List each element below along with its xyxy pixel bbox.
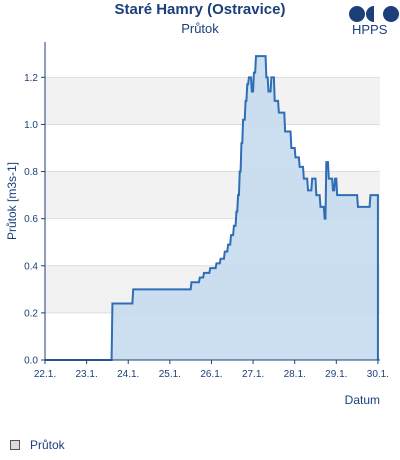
hpps-logo xyxy=(349,6,399,22)
x-tick-label: 23.1. xyxy=(75,369,97,380)
x-tick-label: 26.1. xyxy=(200,369,222,380)
chart-title: Staré Hamry (Ostravice) xyxy=(114,1,286,18)
series-line xyxy=(45,55,379,361)
legend-swatch xyxy=(10,440,20,450)
series-area xyxy=(45,56,378,360)
y-tick-label: 1.2 xyxy=(24,73,38,84)
x-tick-label: 30.1. xyxy=(367,369,389,380)
x-tick-label: 29.1. xyxy=(325,369,347,380)
x-tick-label: 27.1. xyxy=(242,369,264,380)
y-tick-label: 0.4 xyxy=(24,261,38,272)
y-tick-label: 0.2 xyxy=(24,308,38,319)
legend: Průtok xyxy=(10,437,65,453)
legend-label: Průtok xyxy=(30,438,65,452)
x-tick-label: 22.1. xyxy=(34,369,56,380)
flow-chart: 0.0 0.2 0.4 0.6 0.8 1.0 1.2 22.1. 23.1. 24.1. 25.1… xyxy=(5,42,389,407)
y-tick-label: 0.0 xyxy=(24,356,38,367)
logo-text: HPPS xyxy=(352,22,388,37)
x-tick-label: 25.1. xyxy=(159,369,181,380)
y-axis-title: Průtok [m3s-1] xyxy=(5,162,19,240)
grid-band xyxy=(45,77,380,125)
y-tick-label: 0.6 xyxy=(24,214,38,225)
y-tick-label: 0.8 xyxy=(24,167,38,178)
x-axis-title: Datum xyxy=(345,393,380,407)
y-tick-label: 1.0 xyxy=(24,120,38,131)
x-tick-label: 28.1. xyxy=(284,369,306,380)
chart-subtitle: Průtok xyxy=(181,21,219,36)
x-tick-label: 24.1. xyxy=(117,369,139,380)
